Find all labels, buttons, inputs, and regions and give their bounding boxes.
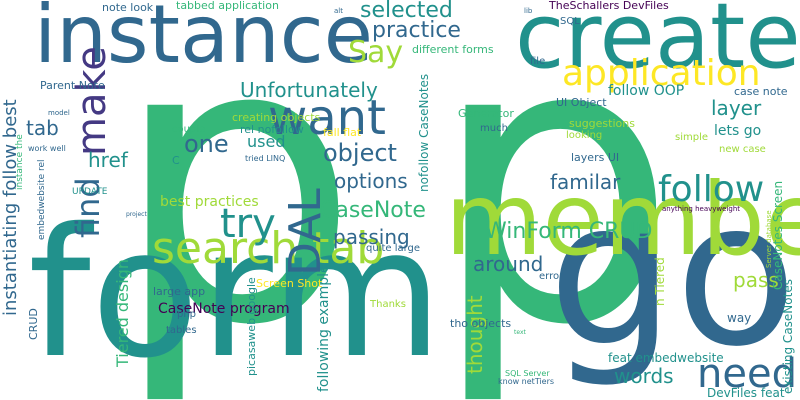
word: Say: [348, 35, 404, 70]
word: php: [177, 309, 197, 320]
word: nofollow CaseNotes: [417, 73, 431, 192]
word: error: [539, 271, 564, 282]
word: existing CaseNotes: [781, 279, 795, 394]
word: C: [172, 154, 180, 167]
word: instantiating follow best: [0, 99, 21, 316]
word: search tab: [152, 223, 385, 274]
word: CaseNotes Screen: [771, 180, 785, 290]
word: lets go: [714, 123, 762, 139]
word: CaseNote: [320, 198, 426, 223]
word: need: [697, 351, 797, 397]
word: case note: [734, 85, 788, 98]
word: picasaweb google: [245, 277, 258, 376]
word: know netTiers: [498, 377, 555, 386]
word: suggestions: [569, 117, 635, 130]
word: layer: [711, 96, 762, 120]
word: tho objects: [450, 317, 512, 330]
word: Unfortunately: [240, 78, 378, 102]
word: new case: [719, 144, 766, 155]
word: tabbed application: [176, 0, 279, 12]
word: quite large: [366, 243, 421, 254]
word: simple: [675, 132, 709, 143]
word: member: [445, 161, 800, 278]
word: p: [430, 0, 678, 400]
word: follow: [658, 169, 765, 210]
word: href: [88, 148, 128, 172]
word: create: [515, 0, 800, 89]
word: DevFiles feat: [707, 386, 785, 400]
word: SQL Server: [505, 369, 550, 378]
word: words: [614, 364, 674, 388]
word: rel nofollow: [240, 123, 304, 136]
word: object: [323, 139, 397, 167]
word: alt: [334, 7, 343, 15]
word: lib: [524, 7, 533, 15]
word: different forms: [412, 43, 494, 56]
word: go: [548, 158, 798, 391]
word: instance: [34, 0, 373, 81]
word: CaseNote program: [158, 301, 290, 317]
word: one: [184, 130, 229, 158]
word: much: [480, 123, 508, 134]
word: large app: [153, 285, 206, 298]
word: layers UI: [571, 151, 620, 164]
word: note look: [102, 1, 154, 14]
word: best practices: [160, 194, 259, 210]
word: try: [220, 201, 276, 247]
word: Screen Shot: [256, 277, 323, 290]
word: model: [48, 109, 70, 117]
word: text: [514, 329, 526, 336]
word: file: [530, 56, 546, 67]
word: fall flat: [323, 126, 362, 139]
word: Server database: [765, 210, 773, 268]
word: Parent Note: [40, 79, 105, 92]
word: options: [334, 169, 408, 193]
word: Thanks: [370, 299, 406, 310]
word: practice: [372, 18, 461, 43]
word: instance the: [15, 134, 25, 190]
word: tried LINQ: [245, 154, 286, 163]
word: form: [28, 190, 444, 397]
word: Generator: [458, 107, 514, 120]
word: selected: [360, 0, 453, 23]
word: TheSchallers DevFiles: [549, 0, 669, 12]
word: passing: [333, 225, 410, 249]
word: thought: [463, 295, 487, 374]
word: anything heavyweight: [662, 205, 741, 213]
word: CRUD: [27, 308, 40, 340]
word: tables: [166, 325, 197, 336]
word: couple: [172, 124, 206, 135]
word: want: [268, 90, 386, 146]
word: WinForm CRUD: [485, 219, 653, 244]
word: feat embedwebsite: [608, 351, 724, 365]
word: follow OOP: [608, 83, 685, 99]
word: pass: [733, 268, 779, 292]
word: embedwebsite rel: [37, 159, 47, 240]
word: around: [473, 252, 544, 276]
word: familar: [550, 170, 621, 194]
word: n Tiered: [653, 257, 667, 306]
word: UI Object: [556, 96, 607, 109]
word: UPDATE: [72, 187, 108, 197]
word: work well: [28, 144, 66, 153]
word: used: [247, 132, 286, 151]
word: way: [727, 311, 752, 325]
word: SQL: [560, 16, 580, 27]
word: Tiered design: [113, 259, 132, 367]
word: p: [112, 0, 360, 400]
word: creating objects: [232, 111, 321, 124]
word: make: [69, 46, 115, 156]
word: application: [562, 53, 761, 94]
word: tab: [26, 116, 59, 140]
word: looking: [566, 130, 603, 141]
word: project: [126, 211, 147, 218]
